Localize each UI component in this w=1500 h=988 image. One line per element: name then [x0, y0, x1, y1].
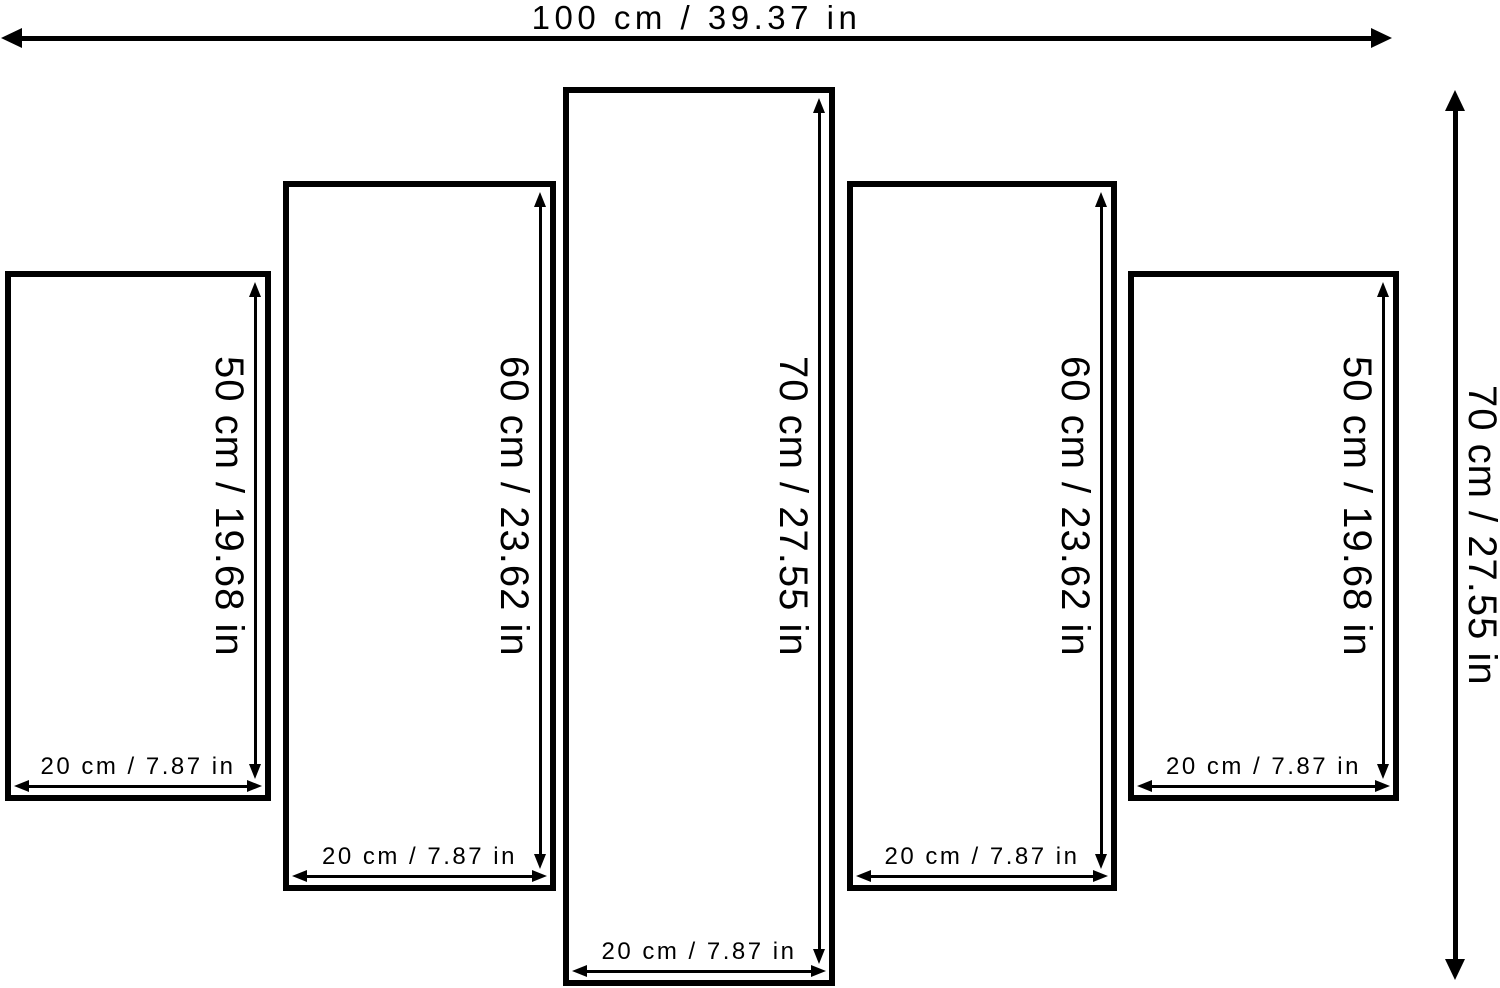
overall-width-label: 100 cm / 39.37 in	[531, 0, 862, 36]
arrow-shaft	[301, 874, 538, 878]
panel-4: 60 cm / 23.62 in 20 cm / 7.87 in	[847, 181, 1117, 891]
arrow-head-down-icon	[1095, 854, 1107, 869]
panel-1-height-arrow	[247, 282, 263, 779]
panel-3-height-label: 70 cm / 27.55 in	[771, 356, 815, 657]
arrow-head-up-icon	[1095, 192, 1107, 207]
panel-3-width-arrow	[572, 964, 826, 978]
arrow-head-up-icon	[813, 98, 825, 113]
arrow-head-up-icon	[534, 192, 546, 207]
arrow-shaft	[1452, 103, 1458, 967]
overall-height-label: 70 cm / 27.55 in	[1460, 384, 1500, 686]
panel-1: 50 cm / 19.68 in 20 cm / 7.87 in	[5, 271, 271, 801]
arrow-shaft	[1146, 784, 1381, 788]
arrow-head-left-icon	[292, 870, 307, 882]
arrow-head-down-icon	[1377, 764, 1389, 779]
arrow-head-left-icon	[856, 870, 871, 882]
arrow-head-right-icon	[1093, 870, 1108, 882]
arrow-head-left-icon	[572, 965, 587, 977]
overall-height-arrow	[1445, 90, 1465, 980]
panel-2: 60 cm / 23.62 in 20 cm / 7.87 in	[283, 181, 556, 891]
panel-5-width-label: 20 cm / 7.87 in	[1166, 753, 1361, 780]
arrow-shaft	[538, 201, 542, 860]
arrow-head-left-icon	[1137, 780, 1152, 792]
panel-2-width-arrow	[292, 869, 547, 883]
arrow-shaft	[817, 107, 821, 955]
panel-2-height-arrow	[532, 192, 548, 869]
arrow-head-left-icon	[14, 780, 29, 792]
arrow-head-right-icon	[811, 965, 826, 977]
arrow-head-right-icon	[1371, 28, 1392, 48]
panel-4-width-arrow	[856, 869, 1108, 883]
arrow-shaft	[865, 874, 1099, 878]
arrow-head-up-icon	[249, 282, 261, 297]
arrow-head-right-icon	[247, 780, 262, 792]
arrow-head-down-icon	[813, 949, 825, 964]
panel-1-height-label: 50 cm / 19.68 in	[207, 355, 251, 657]
panel-3-height-arrow	[811, 98, 827, 964]
panel-2-height-label: 60 cm / 23.62 in	[492, 355, 536, 657]
arrow-head-up-icon	[1445, 90, 1465, 111]
overall-width-arrow	[1, 28, 1392, 48]
panel-5-width-arrow	[1137, 779, 1390, 793]
panel-1-width-label: 20 cm / 7.87 in	[40, 753, 236, 780]
panel-4-height-label: 60 cm / 23.62 in	[1053, 355, 1097, 657]
arrow-shaft	[1099, 201, 1103, 860]
arrow-head-down-icon	[1445, 959, 1465, 980]
arrow-shaft	[581, 969, 817, 973]
panel-1-width-arrow	[14, 779, 262, 793]
panel-4-width-label: 20 cm / 7.87 in	[884, 843, 1080, 870]
panel-4-height-arrow	[1093, 192, 1109, 869]
panel-3: 70 cm / 27.55 in 20 cm / 7.87 in	[563, 87, 835, 986]
arrow-head-left-icon	[1, 28, 22, 48]
arrow-head-down-icon	[249, 764, 261, 779]
arrow-shaft	[253, 291, 257, 770]
arrow-shaft	[23, 784, 253, 788]
arrow-head-right-icon	[532, 870, 547, 882]
panel-2-width-label: 20 cm / 7.87 in	[322, 843, 517, 870]
arrow-head-down-icon	[534, 854, 546, 869]
panel-3-width-label: 20 cm / 7.87 in	[601, 938, 797, 965]
arrow-head-up-icon	[1377, 282, 1389, 297]
panel-5-height-arrow	[1375, 282, 1391, 779]
arrow-shaft	[1381, 291, 1385, 770]
arrow-head-right-icon	[1375, 780, 1390, 792]
panel-5: 50 cm / 19.68 in 20 cm / 7.87 in	[1128, 271, 1399, 801]
arrow-shaft	[14, 35, 1379, 41]
panel-5-height-label: 50 cm / 19.68 in	[1335, 355, 1379, 657]
